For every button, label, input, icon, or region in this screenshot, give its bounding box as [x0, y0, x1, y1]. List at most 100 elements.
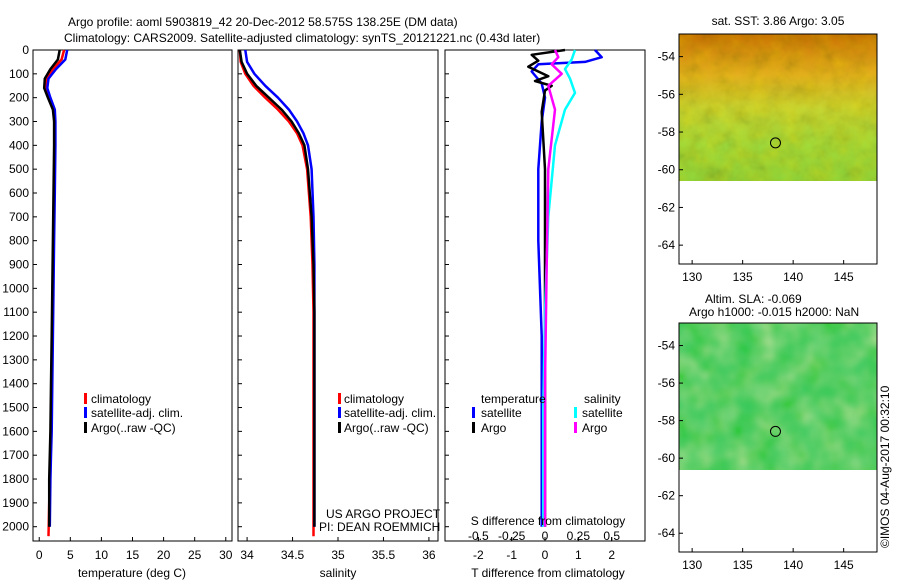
depth-tick-label: 100	[9, 67, 29, 81]
depth-tick-label: 1400	[2, 377, 29, 391]
figure-title-line1: Argo profile: aoml 5903819_42 20-Dec-201…	[68, 15, 458, 29]
map-x-tick-label: 140	[783, 558, 803, 572]
depth-tick-label: 700	[9, 210, 29, 224]
x-tick-label: 34.5	[281, 548, 305, 562]
x-tick-label: 35	[331, 548, 345, 562]
series-line-satellite-adj-clim-	[244, 49, 316, 527]
depth-tick-label: 200	[9, 91, 29, 105]
legend-label-satellite: satellite-adj. clim.	[344, 406, 436, 420]
x-tick-label: -0.25	[498, 529, 526, 543]
x-tick-label: 0.25	[567, 529, 591, 543]
legend-swatch-sal-satellite	[574, 407, 577, 418]
depth-tick-label: 0	[22, 43, 29, 57]
depth-tick-label: 1600	[2, 424, 29, 438]
legend-swatch-sal-argo	[574, 422, 577, 433]
legend-swatch-temp-satellite	[472, 407, 475, 418]
legend-label-sal-argo: Argo	[582, 421, 608, 435]
map-y-tick-label: -54	[658, 50, 676, 64]
x-tick-label: 36	[422, 548, 436, 562]
sst-map-frame	[678, 33, 878, 265]
salinity-legend: climatology satellite-adj. clim. Argo(..…	[338, 392, 436, 435]
temperature-xlabel: temperature (deg C)	[78, 566, 186, 580]
map-y-tick-label: -58	[658, 125, 676, 139]
difference-x-axis: -2 -1 0 1 2 -0.5 -0.25 0 0.25 0.5	[468, 529, 620, 562]
temperature-panel-frame	[32, 49, 233, 542]
legend-header-salinity: salinity	[584, 392, 621, 406]
temperature-lines	[42, 49, 69, 537]
salinity-panel-frame	[237, 49, 439, 542]
sla-argo-position-marker	[769, 425, 781, 437]
map-y-tick-label: -62	[658, 489, 676, 503]
x-tick-label: 0	[36, 548, 43, 562]
x-tick-label: 0	[542, 548, 549, 562]
depth-tick-label: 1900	[2, 496, 29, 510]
series-line-satellite-adj-clim-	[46, 49, 69, 527]
depth-axis: 0 100 200 300 400 500 600 700 800 900 1000 1100 1200…	[2, 43, 449, 534]
x-tick-label: 5	[67, 548, 74, 562]
map-y-tick-label: -58	[658, 414, 676, 428]
map-y-tick-label: -62	[658, 200, 676, 214]
series-line-temperature-satellite	[530, 49, 603, 527]
x-tick-label: 0.5	[603, 529, 620, 543]
x-tick-label: -0.5	[468, 529, 489, 543]
x-tick-label: -2	[473, 548, 484, 562]
series-line-argo-raw-qc-	[238, 49, 316, 527]
depth-tick-label: 1800	[2, 472, 29, 486]
depth-tick-label: 300	[9, 115, 29, 129]
legend-label-temp-satellite: satellite	[481, 406, 522, 420]
x-tick-label: 30	[219, 548, 233, 562]
legend-swatch-temp-argo	[472, 422, 475, 433]
map-x-tick-label: 145	[834, 270, 854, 284]
depth-tick-label: 800	[9, 234, 29, 248]
map-x-tick-label: 130	[682, 270, 702, 284]
x-tick-label: 2	[608, 548, 615, 562]
sst-map-axes: 130 135 140 145 -54 -56 -58 -60 -62 -64	[658, 50, 854, 284]
sst-field-texture	[679, 34, 877, 181]
legend-label-satellite: satellite-adj. clim.	[91, 406, 183, 420]
x-tick-label: 10	[95, 548, 109, 562]
x-tick-label: 15	[126, 548, 140, 562]
depth-tick-label: 1300	[2, 353, 29, 367]
difference-xlabel-top: S difference from climatology	[471, 514, 626, 528]
salinity-xlabel: salinity	[320, 566, 357, 580]
x-tick-label: -1	[506, 548, 517, 562]
map-y-tick-label: -60	[658, 163, 676, 177]
map-y-tick-label: -54	[658, 339, 676, 353]
temperature-legend: climatology satellite-adj. clim. Argo(..…	[84, 392, 183, 435]
x-tick-label: 20	[157, 548, 171, 562]
legend-swatch-climatology	[338, 393, 341, 404]
sla-map-title-line2: Argo h1000: -0.015 h2000: NaN	[689, 305, 859, 319]
depth-tick-label: 400	[9, 138, 29, 152]
legend-swatch-argo	[84, 422, 87, 433]
series-line-salinity-satellite	[542, 49, 577, 527]
map-y-tick-label: -64	[658, 238, 676, 252]
legend-label-climatology: climatology	[344, 392, 404, 406]
map-y-tick-label: -60	[658, 451, 676, 465]
legend-label-sal-satellite: satellite	[582, 406, 623, 420]
depth-tick-label: 2000	[2, 520, 29, 534]
x-tick-label: 0	[542, 529, 549, 543]
legend-swatch-satellite	[338, 407, 341, 418]
legend-swatch-argo	[338, 422, 341, 433]
map-y-tick-label: -56	[658, 376, 676, 390]
map-x-tick-label: 130	[682, 558, 702, 572]
depth-tick-label: 1200	[2, 329, 29, 343]
legend-swatch-climatology	[84, 393, 87, 404]
legend-swatch-satellite	[84, 407, 87, 418]
x-tick-label: 35.5	[372, 548, 396, 562]
depth-tick-label: 1500	[2, 401, 29, 415]
credit-label: ©IMOS 04-Aug-2017 00:32:10	[878, 385, 892, 548]
difference-xlabel: T difference from climatology	[471, 566, 625, 580]
pi-label: PI: DEAN ROEMMICH	[319, 520, 440, 534]
legend-label-argo: Argo(..raw -QC)	[344, 421, 429, 435]
map-x-tick-label: 140	[783, 270, 803, 284]
x-tick-label: 1	[575, 548, 582, 562]
legend-label-argo: Argo(..raw -QC)	[91, 421, 176, 435]
salinity-x-axis: 34 34.5 35 35.5 36	[240, 537, 436, 562]
legend-header-temperature: temperature	[481, 392, 546, 406]
sla-field-texture	[679, 323, 877, 470]
x-tick-label: 34	[240, 548, 254, 562]
series-line-salinity-argo	[543, 49, 563, 527]
temperature-x-axis: 0 5 10 15 20 25 30	[36, 537, 233, 562]
series-line-climatology	[238, 49, 315, 537]
